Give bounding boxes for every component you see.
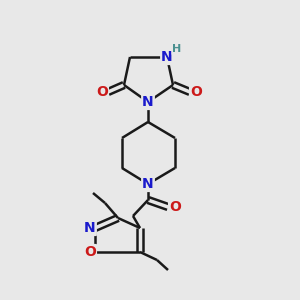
Text: N: N	[84, 221, 96, 235]
Text: O: O	[169, 200, 181, 214]
Text: N: N	[142, 95, 154, 109]
Text: H: H	[172, 44, 182, 54]
Text: O: O	[96, 85, 108, 99]
Text: N: N	[142, 177, 154, 191]
Text: N: N	[161, 50, 173, 64]
Text: O: O	[84, 245, 96, 259]
Text: O: O	[190, 85, 202, 99]
